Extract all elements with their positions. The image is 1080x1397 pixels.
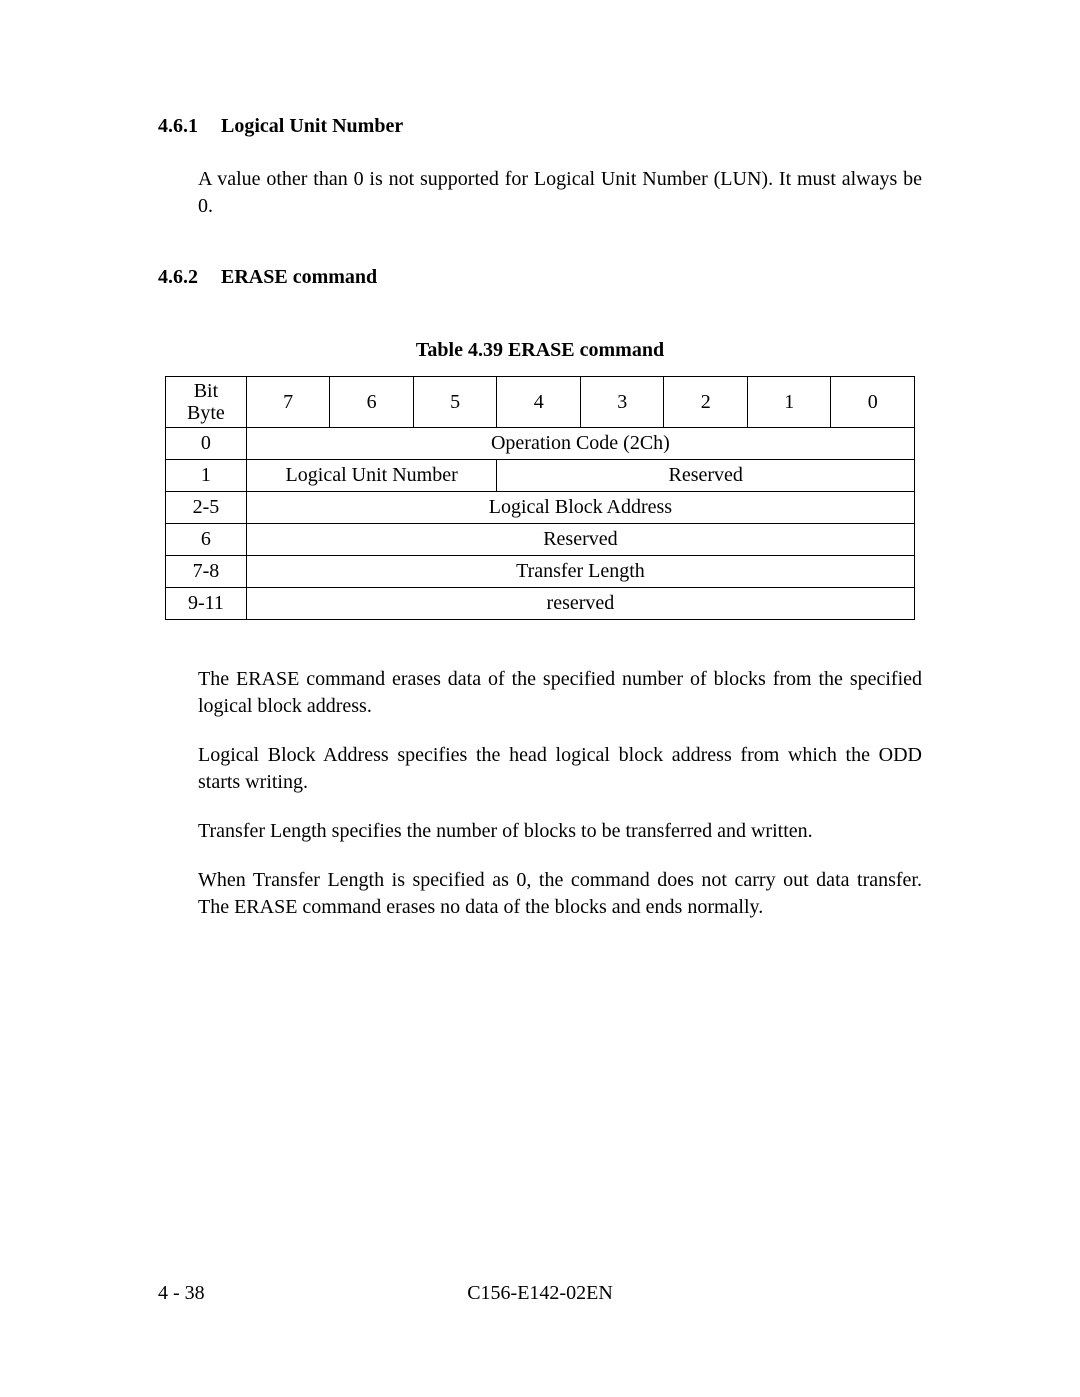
doc-id: C156-E142-02EN [0, 1282, 1080, 1305]
table-row: 6 Reserved [166, 524, 915, 556]
table-row: 9-11 reserved [166, 588, 915, 620]
byte-label: Byte [187, 402, 225, 424]
byte-cell: 9-11 [166, 588, 247, 620]
table-caption: Table 4.39 ERASE command [158, 339, 922, 362]
paragraph: When Transfer Length is specified as 0, … [198, 867, 922, 921]
bit-label: Bit [194, 380, 218, 402]
section-title: ERASE command [221, 266, 377, 289]
bit-col-2: 2 [664, 377, 748, 428]
reserved-cell: Reserved [497, 460, 915, 492]
lun-cell: Logical Unit Number [246, 460, 497, 492]
table-row: 0 Operation Code (2Ch) [166, 428, 915, 460]
byte-cell: 0 [166, 428, 247, 460]
bit-col-6: 6 [330, 377, 414, 428]
description-block: The ERASE command erases data of the spe… [158, 666, 922, 921]
paragraph: Logical Block Address specifies the head… [198, 742, 922, 796]
bit-byte-header: Bit Byte [166, 377, 247, 428]
bit-col-5: 5 [413, 377, 497, 428]
table-header-row: Bit Byte 7 6 5 4 3 2 1 0 [166, 377, 915, 428]
opcode-cell: Operation Code (2Ch) [246, 428, 914, 460]
byte-cell: 7-8 [166, 556, 247, 588]
section-title: Logical Unit Number [221, 115, 403, 138]
table-row: 7-8 Transfer Length [166, 556, 915, 588]
table-row: 1 Logical Unit Number Reserved [166, 460, 915, 492]
table-row: 2-5 Logical Block Address [166, 492, 915, 524]
page: 4.6.1 Logical Unit Number A value other … [0, 0, 1080, 1397]
section-4-6-1: 4.6.1 Logical Unit Number [158, 115, 922, 138]
section-number: 4.6.2 [158, 266, 221, 289]
byte-cell: 2-5 [166, 492, 247, 524]
section-4-6-2: 4.6.2 ERASE command [158, 266, 922, 289]
paragraph: The ERASE command erases data of the spe… [198, 666, 922, 720]
lba-cell: Logical Block Address [246, 492, 914, 524]
bit-col-3: 3 [580, 377, 664, 428]
bit-col-4: 4 [497, 377, 581, 428]
paragraph: Transfer Length specifies the number of … [198, 818, 922, 845]
section-4-6-1-text: A value other than 0 is not supported fo… [198, 166, 922, 220]
bit-col-1: 1 [747, 377, 831, 428]
erase-command-table: Bit Byte 7 6 5 4 3 2 1 0 0 Operation Cod… [165, 376, 915, 620]
section-number: 4.6.1 [158, 115, 221, 138]
byte-cell: 1 [166, 460, 247, 492]
transfer-length-cell: Transfer Length [246, 556, 914, 588]
bit-col-7: 7 [246, 377, 330, 428]
bit-col-0: 0 [831, 377, 915, 428]
reserved-cell: Reserved [246, 524, 914, 556]
byte-cell: 6 [166, 524, 247, 556]
reserved-cell: reserved [246, 588, 914, 620]
